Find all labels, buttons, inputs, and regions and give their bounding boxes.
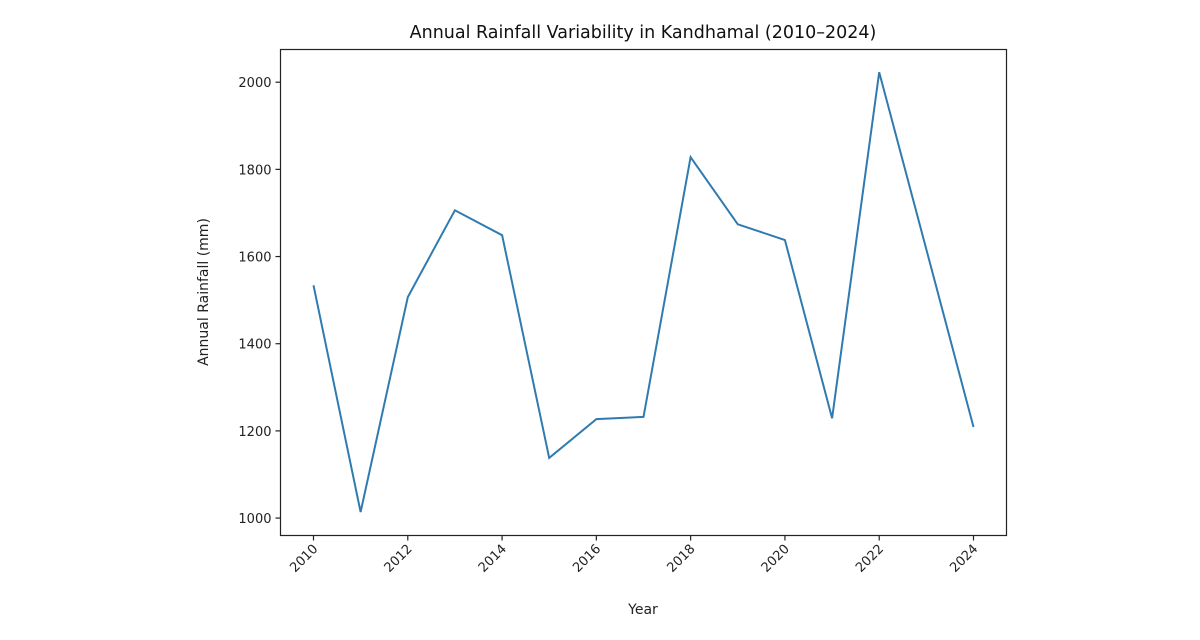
chart-title: Annual Rainfall Variability in Kandhamal… [410,23,877,43]
x-tick-label: 2010 [287,542,321,576]
y-tick-label: 1600 [238,251,271,266]
x-tick-label: 2020 [759,542,793,576]
y-axis: 1000 1200 1400 1600 1800 2000 [238,76,281,527]
x-tick-label: 2024 [947,542,981,576]
series-line [312,71,975,513]
y-tick-label: 2000 [238,76,271,91]
x-tick-label: 2022 [853,542,887,576]
series-layer [312,71,975,513]
y-tick-label: 1200 [238,425,271,440]
y-tick-label: 1000 [238,512,271,527]
x-tick-label: 2018 [664,542,698,576]
x-axis: 2010 2012 2014 2016 2018 2020 2022 2024 [287,535,981,576]
x-axis-label: Year [627,602,658,618]
y-axis-label: Annual Rainfall (mm) [196,218,212,366]
axes-frame [279,48,1008,537]
y-tick-label: 1400 [238,338,271,353]
x-tick-label: 2012 [382,542,416,576]
x-tick-label: 2014 [476,542,510,576]
y-tick-label: 1800 [238,163,271,178]
x-tick-label: 2016 [570,542,604,576]
